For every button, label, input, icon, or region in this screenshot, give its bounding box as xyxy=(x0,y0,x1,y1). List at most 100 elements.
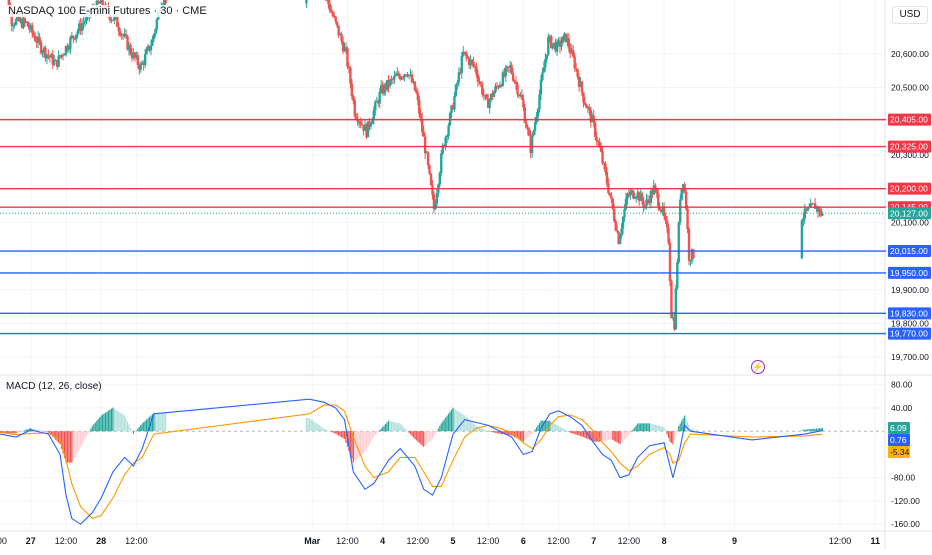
macd-histogram-bar xyxy=(688,425,690,432)
macd-histogram-bar xyxy=(137,428,139,432)
candle-body xyxy=(482,94,485,96)
candle-body xyxy=(488,99,491,108)
candle-body xyxy=(69,37,72,49)
candle-body xyxy=(557,40,560,42)
macd-histogram-bar xyxy=(450,409,453,432)
macd-histogram-bar xyxy=(565,430,567,432)
macd-histogram-bar xyxy=(664,430,667,432)
candle-body xyxy=(421,118,424,132)
candle-body xyxy=(530,135,534,154)
macd-histogram-bar xyxy=(392,421,394,432)
macd-histogram-bar xyxy=(421,431,423,446)
candle-body xyxy=(508,65,512,68)
candle-body xyxy=(658,206,661,211)
time-axis-tick-label: 8 xyxy=(662,536,667,546)
candle-body xyxy=(375,101,378,103)
candle-body xyxy=(454,84,458,96)
candle-body xyxy=(475,66,478,75)
macd-histogram-bar xyxy=(446,415,448,432)
price-axis-tick-label: 20,300.00 xyxy=(891,150,929,160)
candle-body xyxy=(350,83,354,97)
macd-histogram-bar xyxy=(578,431,580,436)
candle-body xyxy=(442,145,446,147)
macd-histogram-bar xyxy=(19,431,22,432)
candle-body xyxy=(593,122,597,137)
macd-histogram-bar xyxy=(496,431,498,434)
macd-histogram-bar xyxy=(579,431,582,436)
macd-histogram-bar xyxy=(428,431,431,442)
candle-body xyxy=(447,125,450,136)
candle-body xyxy=(149,45,153,51)
macd-histogram-bar xyxy=(138,426,140,432)
macd-histogram-bar xyxy=(307,418,309,432)
candle-body xyxy=(13,24,16,26)
macd-histogram-bar xyxy=(162,413,164,432)
candle-body xyxy=(679,199,682,223)
macd-axis-tick-label: -160.00 xyxy=(891,519,920,529)
candle-body xyxy=(498,85,502,88)
candle-body xyxy=(83,21,87,23)
candle-body xyxy=(418,99,421,115)
time-axis-tick-label: 4 xyxy=(380,536,385,546)
macd-histogram-bar xyxy=(6,431,8,434)
macd-histogram-bar xyxy=(582,431,585,438)
candle-body xyxy=(654,185,657,189)
macd-histogram-bar xyxy=(654,424,656,432)
candle-body xyxy=(580,81,584,93)
candle-body xyxy=(138,64,141,70)
macd-histogram-bar xyxy=(506,431,508,435)
time-axis-tick-label: 12:00 xyxy=(547,536,570,546)
macd-histogram-bar xyxy=(497,431,500,434)
macd-histogram-bar xyxy=(692,428,695,432)
macd-histogram-bar xyxy=(62,431,64,454)
macd-histogram-bar xyxy=(577,431,579,436)
macd-histogram-bar xyxy=(681,420,683,432)
candle-body xyxy=(457,72,461,83)
candle-body xyxy=(148,45,151,51)
macd-histogram-bar xyxy=(121,413,123,432)
macd-histogram-bar xyxy=(387,420,390,432)
macd-histogram-bar xyxy=(689,428,692,432)
macd-histogram-bar xyxy=(308,418,310,432)
candle-body xyxy=(401,77,405,79)
macd-histogram-bar xyxy=(445,417,447,432)
candle-body xyxy=(566,38,569,42)
macd-histogram-bar xyxy=(659,425,661,432)
macd-histogram-bar xyxy=(628,431,630,435)
candle-body xyxy=(155,19,159,30)
macd-histogram-bar xyxy=(555,424,557,432)
candle-body xyxy=(387,80,390,87)
candle-body xyxy=(428,165,431,174)
macd-histogram-bar xyxy=(814,428,816,432)
candle-body xyxy=(646,199,650,201)
macd-histogram-bar xyxy=(11,431,13,434)
candle-body xyxy=(610,195,613,199)
candle-body xyxy=(331,12,334,17)
candle-body xyxy=(344,47,348,49)
lightning-icon[interactable]: ⚡ xyxy=(751,360,765,374)
candle-body xyxy=(563,33,566,37)
candle-body xyxy=(435,193,439,204)
candle-body xyxy=(645,199,648,206)
macd-histogram-bar xyxy=(376,431,378,434)
macd-histogram-bar xyxy=(813,428,815,432)
macd-histogram-bar xyxy=(464,415,466,432)
macd-histogram-bar xyxy=(85,431,88,437)
candle-body xyxy=(460,55,463,74)
candle-body xyxy=(661,206,664,212)
candle-body xyxy=(117,26,120,32)
currency-button[interactable]: USD xyxy=(892,6,928,24)
macd-histogram-bar xyxy=(313,421,315,432)
candle-body xyxy=(340,34,343,42)
macd-histogram-bar xyxy=(660,426,662,432)
macd-histogram-bar xyxy=(65,431,67,463)
candle-body xyxy=(347,66,351,69)
candle-body xyxy=(334,16,337,22)
candle-body xyxy=(385,80,389,90)
macd-histogram-bar xyxy=(90,428,92,432)
candle-body xyxy=(476,74,480,82)
candle-body xyxy=(333,16,336,18)
macd-histogram-bar xyxy=(505,431,507,435)
